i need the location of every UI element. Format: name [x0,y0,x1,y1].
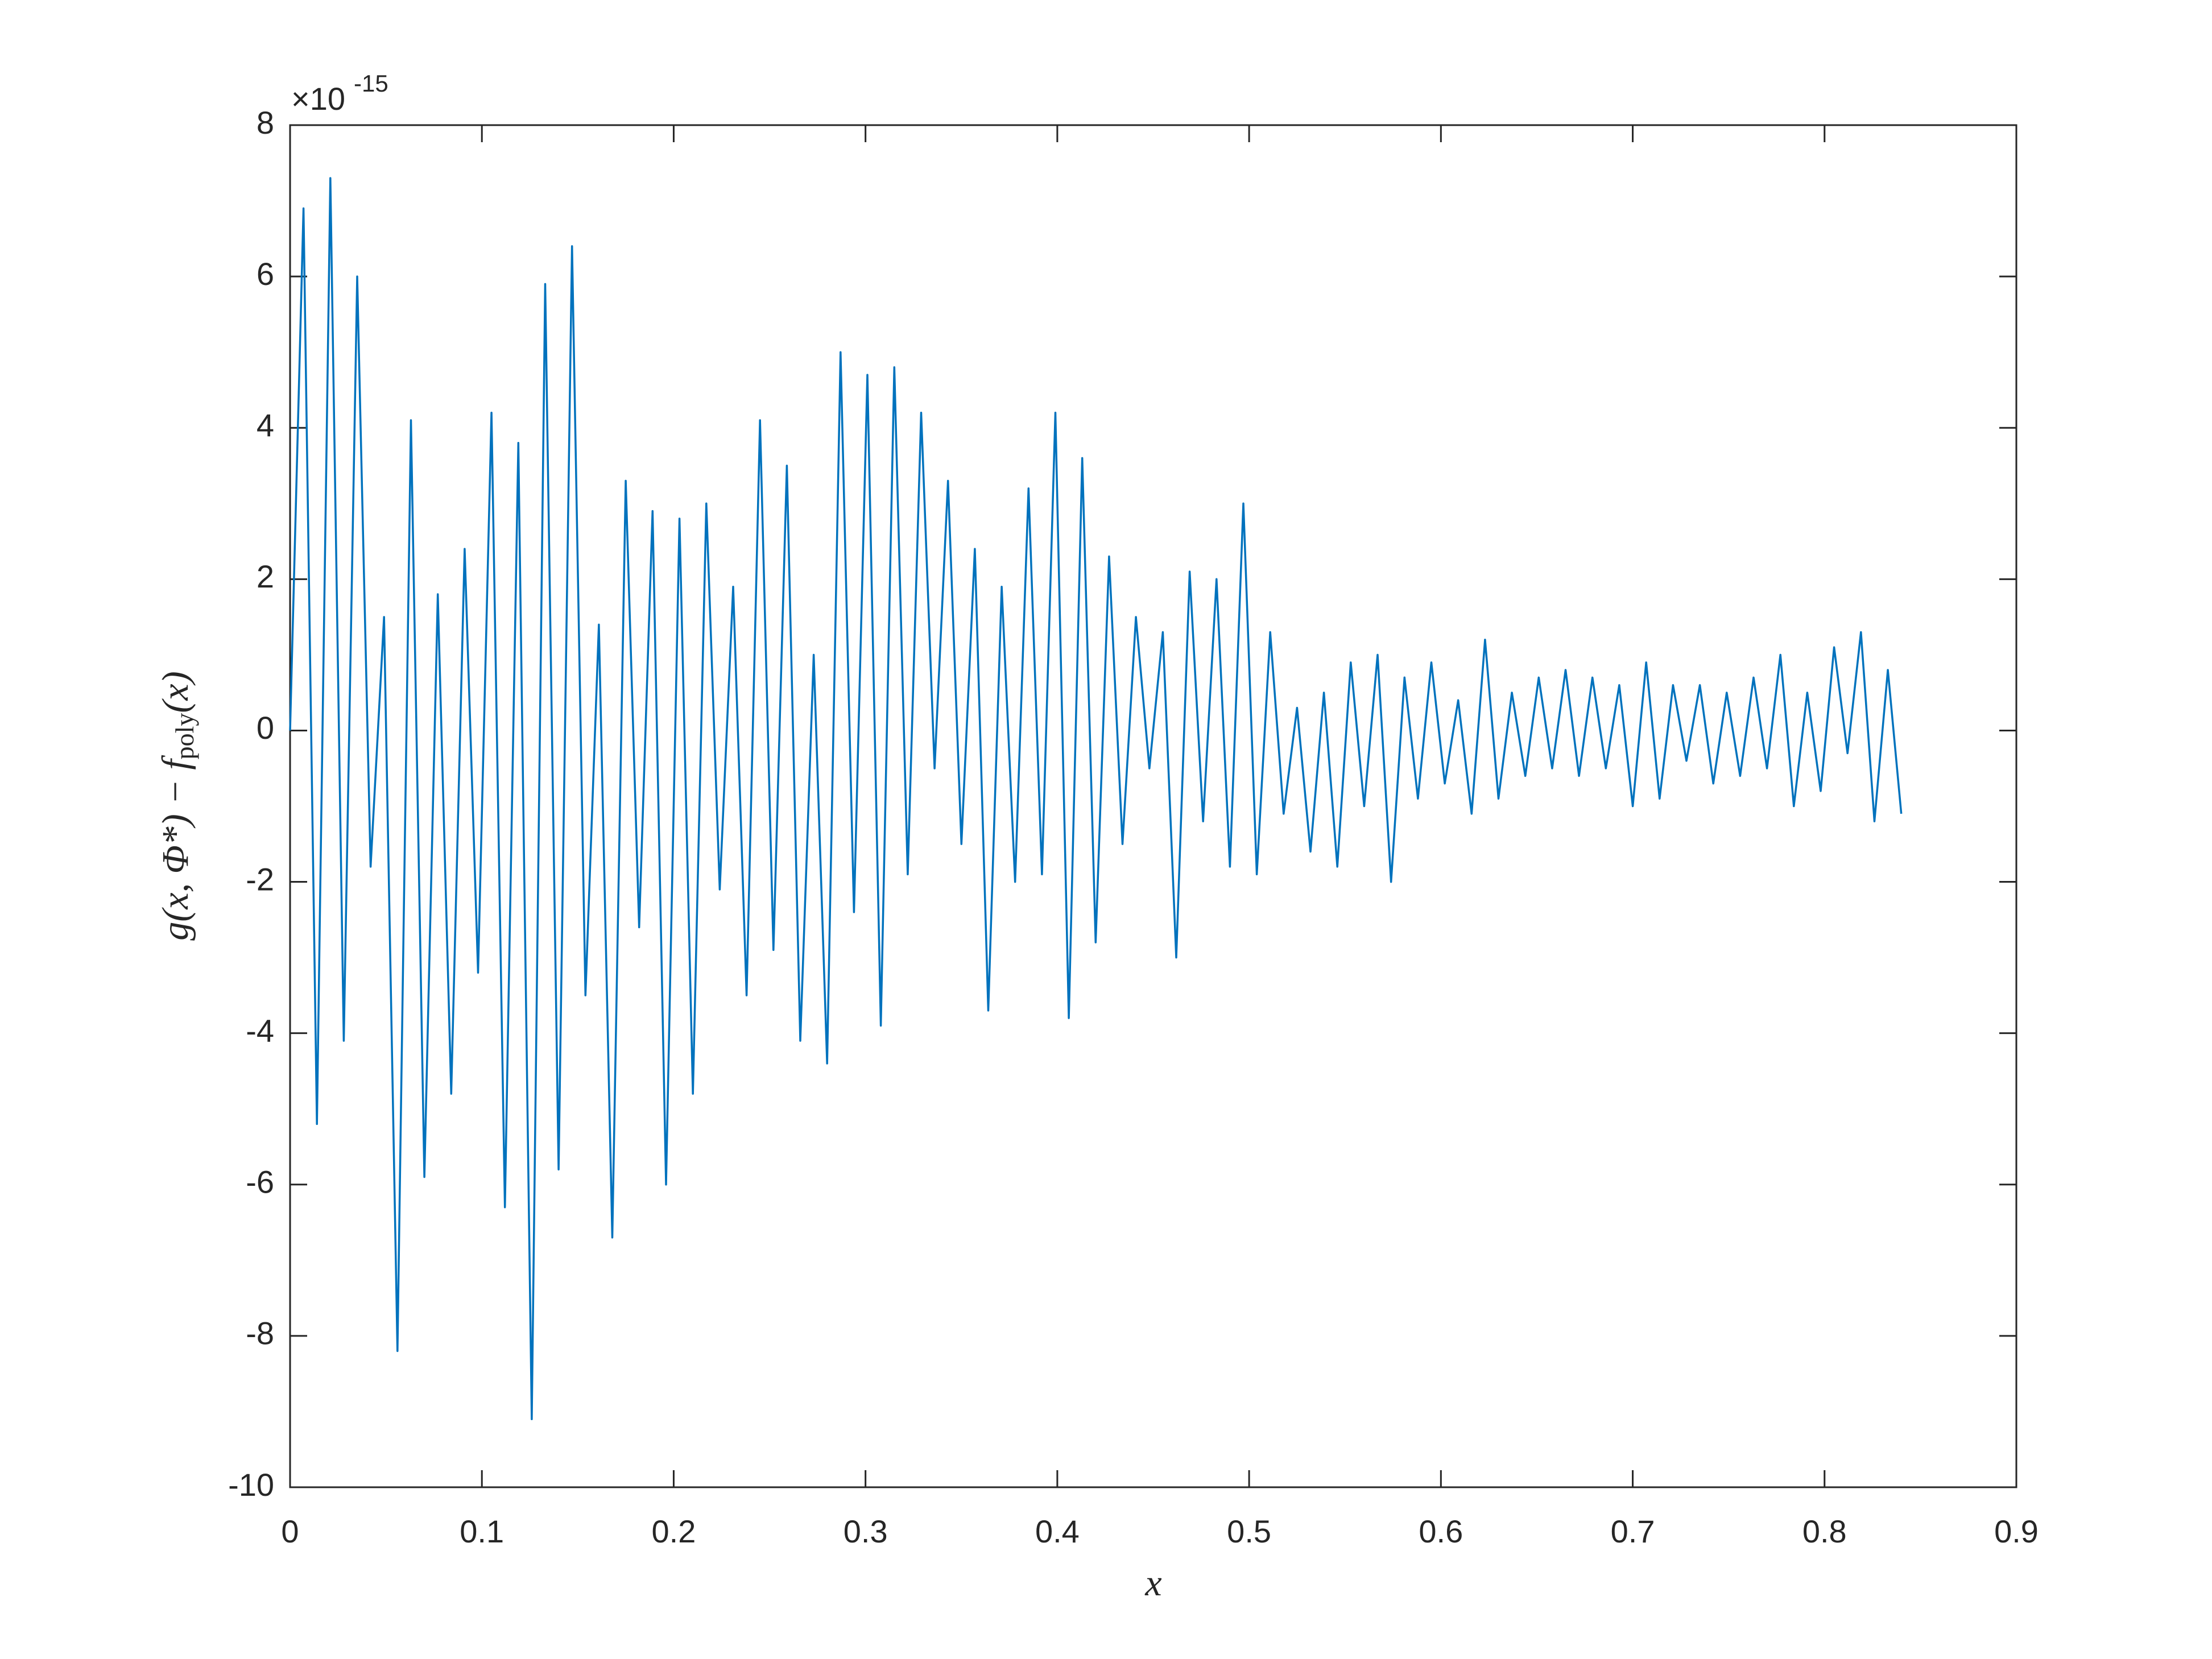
data-line [289,177,1903,1421]
y-tick-label: -10 [228,1467,274,1503]
x-tick-label: 0.1 [460,1513,504,1549]
y-label-sub: poly [170,713,199,760]
x-tick-label: 0 [281,1513,299,1549]
x-tick-label: 0.2 [652,1513,696,1549]
x-tick-label: 0.5 [1227,1513,1271,1549]
y-tick-label: 6 [257,256,274,292]
y-label-main: g(x, Φ*) − f [155,755,196,941]
y-tick-label: -2 [246,861,274,897]
x-tick-label: 0.8 [1802,1513,1847,1549]
x-axis-label: x [1144,1562,1161,1604]
x-tick-label: 0.7 [1611,1513,1655,1549]
x-tick-label: 0.4 [1035,1513,1080,1549]
y-exponent-base: ×10 [291,81,345,117]
y-tick-label: 4 [257,407,274,443]
x-tick-label: 0.6 [1419,1513,1463,1549]
y-tick-label: -6 [246,1164,274,1200]
y-exponent: -15 [354,70,388,97]
y-tick-label: 2 [257,558,274,594]
y-label-tail: (x) [155,671,196,713]
y-tick-label: 0 [257,710,274,746]
axes-box [289,124,2017,1488]
y-tick-label: 8 [257,105,274,140]
x-tick-label: 0.3 [844,1513,888,1549]
y-tick-label: -4 [246,1012,274,1048]
x-tick-label: 0.9 [1994,1513,2039,1549]
y-tick-label: -8 [246,1315,274,1351]
y-axis-label: g(x, Φ*) − fpoly(x) [155,671,199,940]
